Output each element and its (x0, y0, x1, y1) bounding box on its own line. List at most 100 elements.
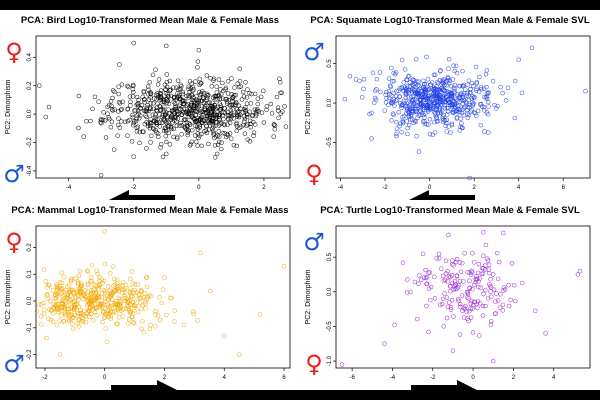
scatter-point (199, 114, 205, 120)
y-tick-label: 0.2 (27, 243, 33, 252)
scatter-point (416, 79, 422, 84)
scatter-point (485, 99, 491, 105)
scatter-point (458, 269, 464, 274)
scatter-point (467, 175, 472, 181)
scatter-point (452, 86, 458, 92)
scatter-point (454, 108, 460, 114)
scatter-point (129, 139, 135, 144)
scatter-point (211, 76, 217, 82)
scatter-point (99, 304, 105, 310)
scatter-point (481, 104, 487, 110)
scatter-point (116, 91, 122, 97)
scatter-point (458, 116, 463, 121)
scatter-point (164, 79, 170, 85)
scatter-point (130, 82, 136, 88)
scatter-point (268, 101, 274, 107)
scatter-point (156, 95, 161, 100)
scatter-point (52, 295, 58, 301)
scatter-point (468, 91, 473, 96)
scatter-point (122, 294, 128, 299)
scatter-point (424, 82, 429, 87)
scatter-point (405, 277, 410, 282)
scatter-point (115, 133, 120, 138)
scatter-point (439, 103, 444, 108)
scatter-point (361, 76, 367, 82)
scatter-point (195, 101, 200, 106)
scatter-point (462, 104, 467, 110)
scatter-point (70, 315, 75, 320)
scatter-point (413, 119, 419, 124)
scatter-point (441, 119, 446, 125)
scatter-point (251, 130, 257, 135)
scatter-point (92, 94, 98, 100)
scatter-point (104, 309, 109, 315)
scatter-point (438, 68, 443, 73)
y-tick-label: 0.5 (327, 59, 333, 68)
scatter-point (407, 84, 413, 89)
scatter-point (172, 319, 177, 324)
scatter-point (461, 305, 466, 310)
x-axis-label: PC1: Size (133, 388, 164, 390)
scatter-point (216, 139, 222, 145)
scatter-point (241, 94, 247, 99)
scatter-point (421, 84, 426, 90)
x-tick-label: -2 (131, 185, 137, 191)
scatter-point (180, 91, 186, 97)
scatter-point (192, 117, 197, 122)
scatter-point (471, 260, 477, 265)
scatter-point (135, 296, 140, 302)
scatter-point (128, 103, 133, 108)
scatter-point (94, 313, 99, 318)
scatter-point (477, 333, 482, 338)
scatter-point (232, 85, 237, 90)
scatter-point (247, 109, 252, 115)
scatter-point (68, 277, 74, 282)
scatter-point (146, 108, 152, 114)
y-tick-label: 0.2 (27, 81, 33, 90)
scatter-point (478, 101, 484, 107)
scatter-point (391, 112, 396, 118)
scatter-point (244, 123, 249, 128)
scatter-point (372, 88, 378, 94)
scatter-point (369, 110, 374, 116)
scatter-point (391, 70, 396, 76)
scatter-point (160, 106, 166, 112)
scatter-point (224, 99, 230, 104)
scatter-point (234, 143, 240, 149)
scatter-point (449, 93, 455, 98)
scatter-point (197, 92, 203, 98)
scatter-point (440, 296, 446, 302)
scatter-point (209, 84, 215, 89)
scatter-point (228, 108, 233, 113)
scatter-point (414, 107, 419, 112)
scatter-point (179, 132, 184, 137)
scatter-point (76, 318, 81, 323)
scatter-point (432, 120, 437, 125)
scatter-point (243, 80, 248, 85)
scatter-point (378, 89, 383, 95)
scatter-point (45, 285, 50, 290)
scatter-point (216, 129, 221, 134)
scatter-point (448, 96, 454, 102)
scatter-point (54, 284, 60, 289)
scatter-point (167, 142, 173, 147)
scatter-point (442, 102, 447, 108)
scatter-point (184, 93, 189, 99)
y-axis-label: PC2: Dimorphism (5, 79, 12, 134)
top-sex-symbol-icon: ♂ (303, 38, 325, 66)
scatter-point (197, 82, 202, 87)
top-black-band (0, 0, 600, 10)
y-axis-label: PC2: Dimorphism (5, 269, 12, 324)
scatter-point (461, 112, 466, 118)
scatter-point (105, 294, 110, 299)
scatter-point (157, 112, 162, 117)
scatter-point (189, 110, 195, 116)
scatter-point (457, 109, 463, 115)
scatter-point (449, 91, 454, 96)
scatter-point (449, 122, 455, 128)
scatter-point (454, 257, 460, 262)
scatter-point (61, 289, 67, 295)
scatter-point (65, 292, 71, 297)
scatter-point (155, 313, 161, 318)
scatter-point (193, 139, 199, 145)
